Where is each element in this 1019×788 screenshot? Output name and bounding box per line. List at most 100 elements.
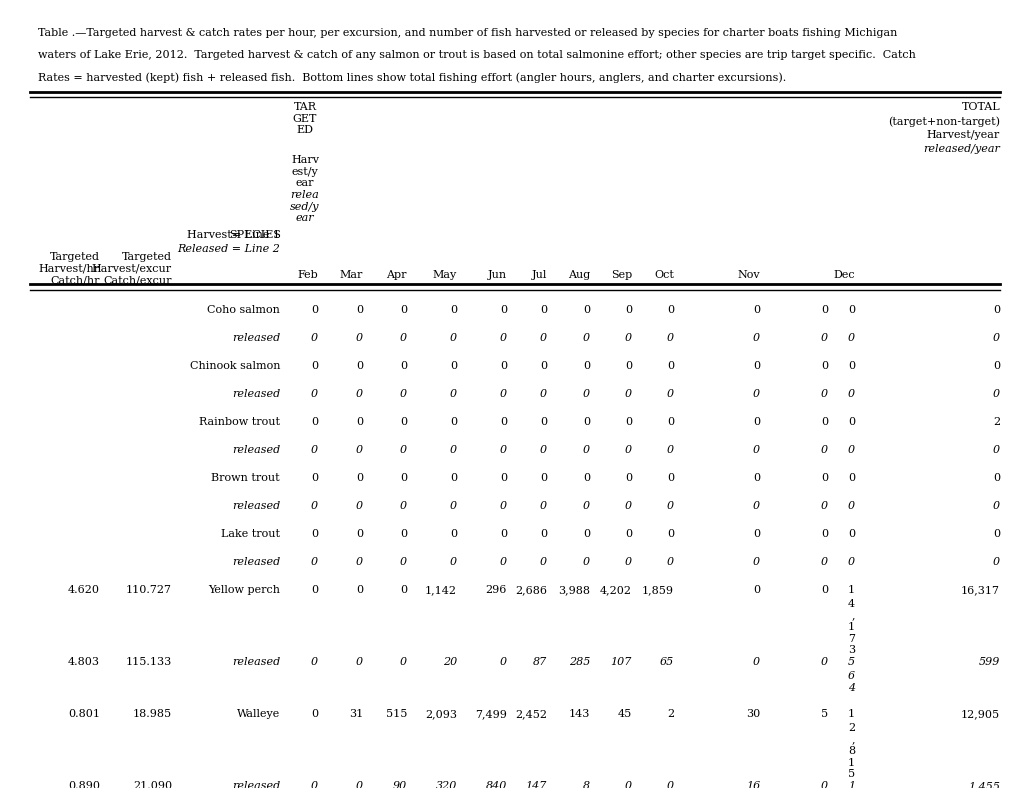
Text: 0: 0 bbox=[449, 305, 457, 315]
Text: 0: 0 bbox=[449, 417, 457, 427]
Text: 0: 0 bbox=[356, 417, 363, 427]
Text: Released = Line 2: Released = Line 2 bbox=[177, 244, 280, 254]
Text: TAR
GET
ED: TAR GET ED bbox=[292, 102, 317, 136]
Text: 0: 0 bbox=[499, 389, 506, 399]
Text: Oct: Oct bbox=[653, 270, 674, 280]
Text: 0: 0 bbox=[666, 473, 674, 483]
Text: 0: 0 bbox=[399, 585, 407, 595]
Text: 296: 296 bbox=[485, 585, 506, 595]
Text: 0: 0 bbox=[582, 529, 589, 539]
Text: 0: 0 bbox=[991, 389, 999, 399]
Text: 0: 0 bbox=[666, 501, 674, 511]
Text: 147: 147 bbox=[525, 781, 546, 788]
Text: 0: 0 bbox=[666, 529, 674, 539]
Text: 0: 0 bbox=[582, 445, 589, 455]
Text: 0: 0 bbox=[399, 501, 407, 511]
Text: 0: 0 bbox=[539, 445, 546, 455]
Text: 4,202: 4,202 bbox=[599, 585, 632, 595]
Text: 0: 0 bbox=[625, 529, 632, 539]
Text: 0: 0 bbox=[582, 557, 589, 567]
Text: 0: 0 bbox=[499, 557, 506, 567]
Text: Aug: Aug bbox=[568, 270, 589, 280]
Text: 0: 0 bbox=[311, 361, 318, 371]
Text: 0: 0 bbox=[399, 657, 407, 667]
Text: 0: 0 bbox=[820, 473, 827, 483]
Text: 0: 0 bbox=[752, 333, 759, 343]
Text: 0: 0 bbox=[991, 333, 999, 343]
Text: 65: 65 bbox=[659, 657, 674, 667]
Text: 0: 0 bbox=[847, 361, 854, 371]
Text: Coho salmon: Coho salmon bbox=[207, 305, 280, 315]
Text: 0: 0 bbox=[991, 473, 999, 483]
Text: 0: 0 bbox=[820, 417, 827, 427]
Text: (target+non-target): (target+non-target) bbox=[888, 116, 999, 127]
Text: 0: 0 bbox=[499, 473, 506, 483]
Text: 0: 0 bbox=[752, 417, 759, 427]
Text: 0: 0 bbox=[356, 333, 363, 343]
Text: 0: 0 bbox=[311, 781, 318, 788]
Text: 0: 0 bbox=[666, 305, 674, 315]
Text: 0: 0 bbox=[449, 557, 457, 567]
Text: 0: 0 bbox=[582, 305, 589, 315]
Text: 4.620: 4.620 bbox=[68, 585, 100, 595]
Text: 31: 31 bbox=[348, 709, 363, 719]
Text: 0: 0 bbox=[499, 361, 506, 371]
Text: 0.801: 0.801 bbox=[68, 709, 100, 719]
Text: 0: 0 bbox=[666, 781, 674, 788]
Text: 1: 1 bbox=[847, 781, 854, 788]
Text: 0: 0 bbox=[539, 473, 546, 483]
Text: 0: 0 bbox=[752, 445, 759, 455]
Text: 143: 143 bbox=[568, 709, 589, 719]
Text: Harvest/year: Harvest/year bbox=[926, 130, 999, 140]
Text: 0: 0 bbox=[539, 529, 546, 539]
Text: 0: 0 bbox=[820, 361, 827, 371]
Text: 0: 0 bbox=[449, 473, 457, 483]
Text: 30: 30 bbox=[745, 709, 759, 719]
Text: 0: 0 bbox=[311, 529, 318, 539]
Text: Jul: Jul bbox=[531, 270, 546, 280]
Text: 16: 16 bbox=[745, 781, 759, 788]
Text: Jun: Jun bbox=[487, 270, 506, 280]
Text: 0: 0 bbox=[311, 473, 318, 483]
Text: 0: 0 bbox=[539, 417, 546, 427]
Text: 16,317: 16,317 bbox=[960, 585, 999, 595]
Text: 0: 0 bbox=[752, 389, 759, 399]
Text: Apr: Apr bbox=[386, 270, 407, 280]
Text: Yellow perch: Yellow perch bbox=[208, 585, 280, 595]
Text: Dec: Dec bbox=[833, 270, 854, 280]
Text: 0: 0 bbox=[847, 501, 854, 511]
Text: 0: 0 bbox=[625, 305, 632, 315]
Text: 0: 0 bbox=[582, 361, 589, 371]
Text: Brown trout: Brown trout bbox=[211, 473, 280, 483]
Text: 4
,
1
7
3: 4 , 1 7 3 bbox=[847, 599, 854, 656]
Text: 0: 0 bbox=[399, 445, 407, 455]
Text: 107: 107 bbox=[610, 657, 632, 667]
Text: 0: 0 bbox=[752, 585, 759, 595]
Text: 0: 0 bbox=[311, 557, 318, 567]
Text: 0: 0 bbox=[499, 417, 506, 427]
Text: 6
4: 6 4 bbox=[847, 671, 854, 693]
Text: 0: 0 bbox=[311, 445, 318, 455]
Text: 4.803: 4.803 bbox=[68, 657, 100, 667]
Text: 0: 0 bbox=[499, 501, 506, 511]
Text: 0: 0 bbox=[399, 557, 407, 567]
Text: 0: 0 bbox=[820, 781, 827, 788]
Text: Chinook salmon: Chinook salmon bbox=[190, 361, 280, 371]
Text: 285: 285 bbox=[568, 657, 589, 667]
Text: 0: 0 bbox=[752, 557, 759, 567]
Text: 0: 0 bbox=[991, 445, 999, 455]
Text: 0: 0 bbox=[499, 529, 506, 539]
Text: 1,455: 1,455 bbox=[967, 781, 999, 788]
Text: 2
,
8
1
5: 2 , 8 1 5 bbox=[847, 723, 854, 779]
Text: 0: 0 bbox=[356, 305, 363, 315]
Text: 0: 0 bbox=[666, 557, 674, 567]
Text: 0: 0 bbox=[820, 529, 827, 539]
Text: 0: 0 bbox=[820, 501, 827, 511]
Text: 8: 8 bbox=[582, 781, 589, 788]
Text: 0: 0 bbox=[847, 557, 854, 567]
Text: 5: 5 bbox=[820, 709, 827, 719]
Text: 2,093: 2,093 bbox=[425, 709, 457, 719]
Text: May: May bbox=[432, 270, 457, 280]
Text: 0: 0 bbox=[666, 417, 674, 427]
Text: Harvest= Line 1: Harvest= Line 1 bbox=[186, 230, 280, 240]
